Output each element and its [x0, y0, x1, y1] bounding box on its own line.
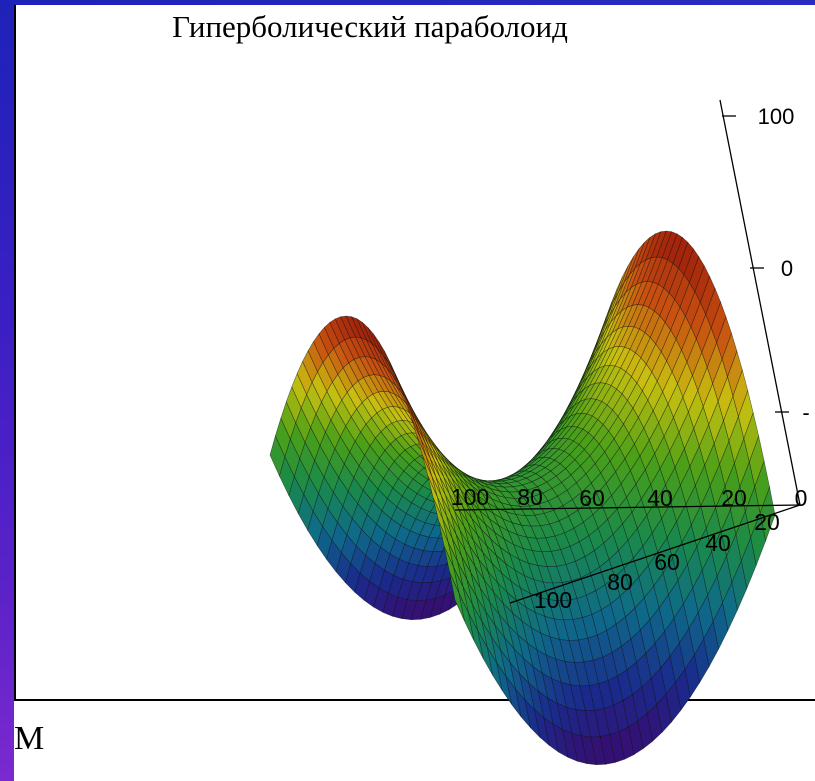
z-axis-line: [719, 99, 801, 506]
z-tick-label: -: [802, 400, 809, 425]
x-tick-label: 80: [517, 484, 543, 510]
x-tick-label: 100: [451, 484, 489, 510]
x-tick-label: 60: [579, 485, 605, 511]
y-tick-label: 100: [534, 587, 572, 613]
x-tick-label: 20: [721, 485, 747, 511]
axes: 100 0 - 100 80 60 40 20 0 20 40 60 80 100: [451, 99, 810, 613]
y-tick-label: 60: [654, 549, 680, 575]
y-tick-label: 40: [705, 530, 731, 556]
surface-mesh: [269, 230, 776, 766]
surface-patch: [449, 572, 465, 622]
slide-topbar-decoration: [0, 0, 815, 5]
chart-title: Гиперболический параболоид: [172, 9, 568, 44]
z-tick-label: 100: [758, 104, 795, 129]
caption-text: М: [14, 720, 45, 757]
y-tick-label: 20: [754, 509, 780, 535]
slide-sidebar-decoration: [0, 0, 14, 781]
x-axis-line: [454, 504, 801, 511]
x-tick-label: 0: [795, 485, 808, 511]
y-tick-label: 80: [607, 569, 633, 595]
z-tick-label: 0: [781, 256, 793, 281]
y-axis-line: [509, 504, 801, 604]
x-tick-label: 40: [647, 485, 673, 511]
